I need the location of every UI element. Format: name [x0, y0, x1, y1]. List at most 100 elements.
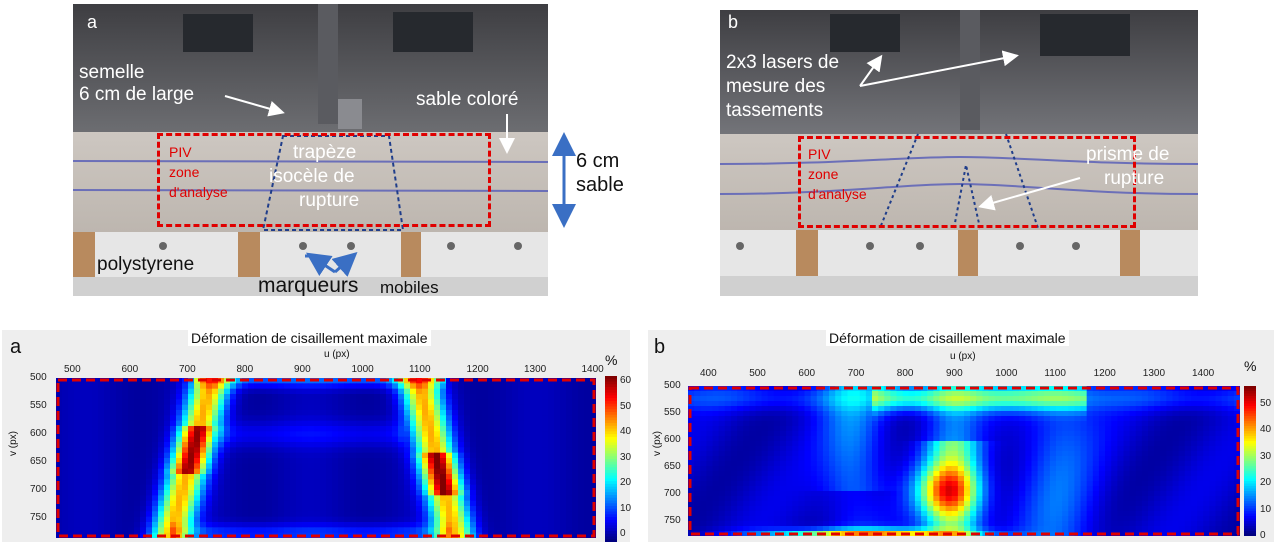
heat-cell	[1184, 456, 1192, 462]
heat-cell	[706, 436, 714, 442]
heat-cell	[536, 495, 543, 502]
heat-cell	[1019, 451, 1026, 457]
heat-cell	[242, 511, 249, 518]
heat-cell	[422, 527, 429, 534]
heat-cell	[248, 463, 255, 470]
heat-cell	[737, 441, 744, 447]
heat-cell	[1043, 426, 1051, 432]
heat-cell	[320, 431, 327, 438]
heat-cell	[542, 399, 549, 406]
heat-cell	[452, 442, 459, 448]
heat-cell	[865, 501, 873, 507]
heat-cell	[374, 479, 381, 486]
prisme-label-line2: rupture	[1104, 168, 1165, 189]
heat-cell	[578, 431, 585, 438]
heat-cell	[542, 516, 549, 523]
heat-cell	[560, 442, 567, 448]
heat-cell	[1160, 441, 1167, 447]
heat-cell	[302, 452, 309, 459]
heat-cell	[1092, 416, 1100, 422]
heat-cell	[80, 522, 87, 528]
heat-cell	[724, 391, 732, 397]
heat-cell	[404, 490, 411, 496]
heat-cell	[308, 404, 315, 411]
heat-cell	[749, 401, 756, 407]
heat-cell	[368, 506, 375, 512]
heat-cell	[1025, 396, 1032, 402]
heat-cell	[152, 447, 159, 454]
heat-cell	[780, 461, 787, 467]
heat-cell	[1160, 406, 1167, 412]
heat-cell	[98, 527, 105, 534]
heat-cell	[1080, 411, 1088, 417]
heat-cell	[122, 388, 129, 395]
heat-cell	[296, 474, 303, 480]
heat-cell	[182, 516, 189, 523]
heat-cell	[518, 522, 525, 528]
heat-cell	[284, 511, 291, 518]
heat-cell	[206, 495, 213, 502]
heat-cell	[988, 471, 996, 477]
heat-cell	[700, 431, 707, 437]
heat-cell	[1135, 411, 1143, 417]
heat-cell	[368, 484, 375, 491]
heat-cell	[767, 431, 775, 437]
heat-cell	[1148, 426, 1155, 432]
heat-cell	[884, 456, 891, 462]
heat-cell	[566, 442, 573, 448]
heat-cell	[761, 396, 769, 402]
heat-cell	[749, 446, 756, 452]
heat-cell	[86, 479, 93, 486]
y-tick-label: 750	[30, 512, 47, 523]
heat-cell	[1154, 416, 1161, 422]
heat-cell	[584, 436, 591, 443]
heat-cell	[116, 490, 123, 496]
heat-cell	[146, 458, 153, 464]
heat-cell	[68, 522, 75, 528]
heat-cell	[976, 481, 983, 487]
heat-cell	[1031, 501, 1039, 507]
heat-cell	[902, 446, 910, 452]
heat-cell	[792, 406, 799, 412]
heat-cell	[1160, 416, 1167, 422]
heat-cell	[1221, 491, 1229, 497]
heat-cell	[988, 451, 996, 457]
heat-cell	[1166, 466, 1174, 472]
heat-cell	[792, 391, 799, 397]
heat-cell	[290, 378, 297, 384]
heat-cell	[780, 471, 787, 477]
heat-cell	[500, 404, 507, 411]
heat-cell	[921, 411, 928, 417]
heat-cell	[428, 388, 435, 395]
heat-cell	[338, 452, 345, 459]
heat-cell	[290, 383, 297, 390]
heat-cell	[134, 394, 141, 400]
heat-cell	[98, 404, 105, 411]
heat-cell	[488, 511, 495, 518]
heat-cell	[780, 436, 787, 442]
heat-cell	[933, 466, 940, 472]
colorbar-tick-label: 50	[1260, 397, 1272, 409]
heat-cell	[236, 532, 243, 538]
heat-cell	[182, 452, 189, 459]
heat-cell	[284, 484, 291, 491]
heat-cell	[80, 490, 87, 496]
heat-cell	[230, 511, 237, 518]
heat-cell	[1160, 451, 1167, 457]
heat-cell	[865, 466, 873, 472]
heat-cell	[1203, 431, 1210, 437]
heat-cell	[284, 404, 291, 411]
heat-cell	[524, 388, 531, 395]
heat-cell	[500, 436, 507, 443]
heat-cell	[730, 441, 738, 447]
heat-cell	[1080, 421, 1088, 427]
heatmap-a-cbar-unit: %	[605, 352, 618, 368]
heat-cell	[988, 416, 996, 422]
heat-cell	[584, 463, 591, 470]
heat-cell	[994, 406, 1002, 412]
heat-cell	[1172, 421, 1180, 427]
heat-cell	[452, 495, 459, 502]
heat-cell	[290, 500, 297, 507]
heat-cell	[254, 420, 261, 427]
heat-cell	[176, 474, 183, 480]
